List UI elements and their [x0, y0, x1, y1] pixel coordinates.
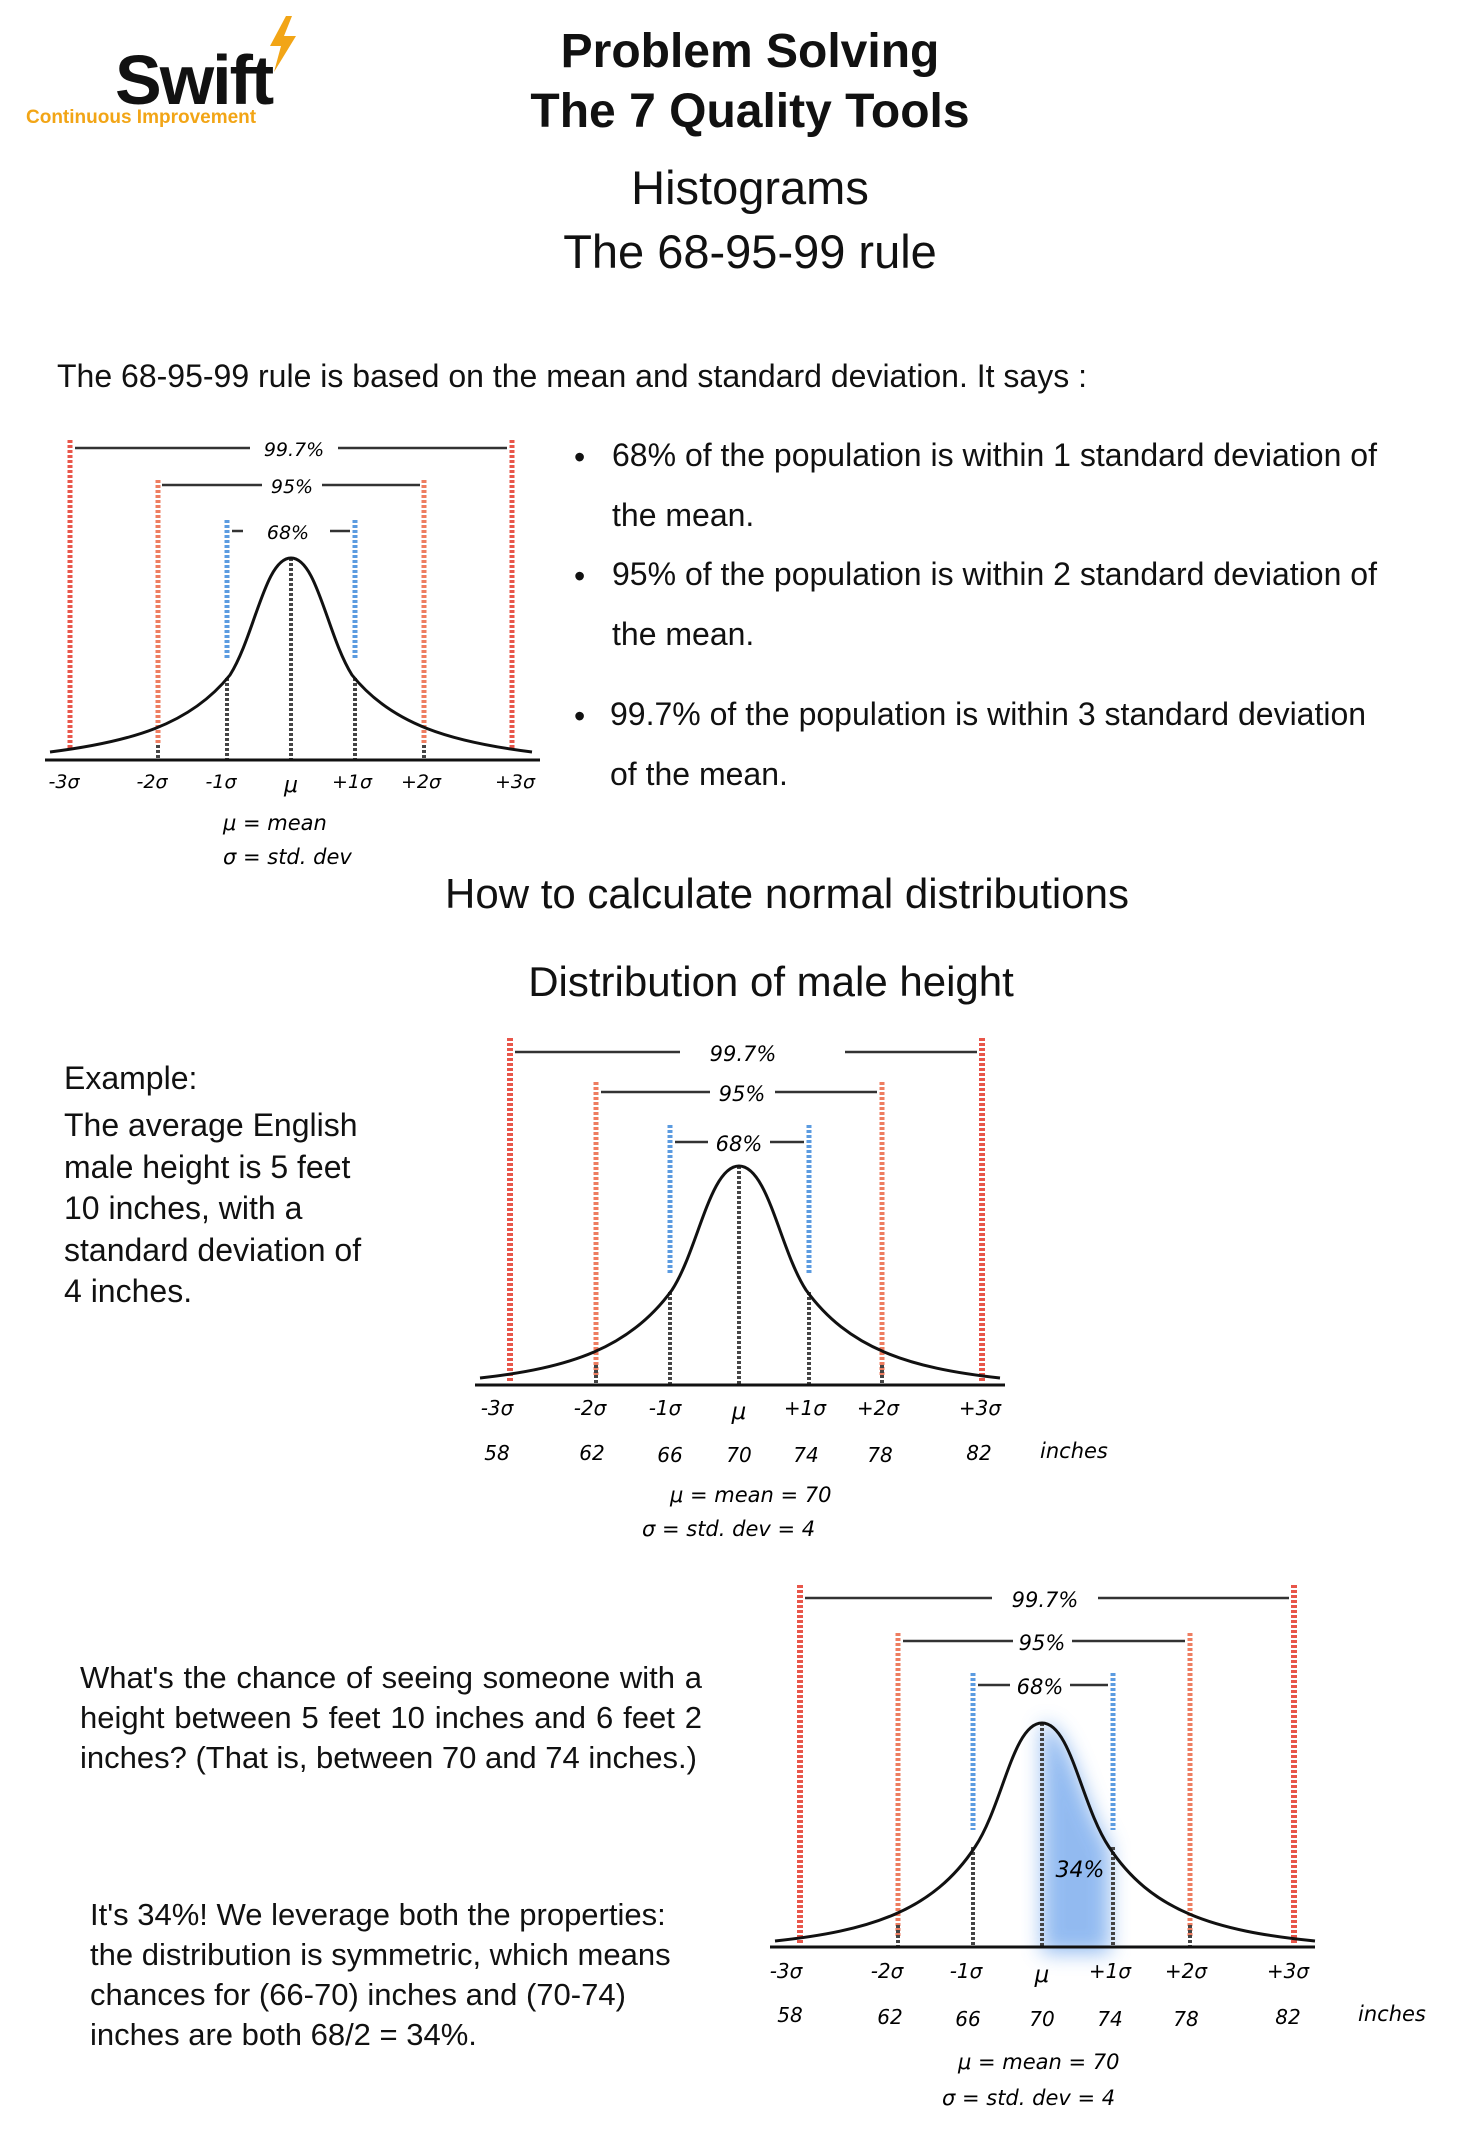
- pct-95-label: 95%: [1019, 1631, 1066, 1655]
- inch-label: 78: [1173, 2007, 1198, 2031]
- tick-label: +1σ: [332, 771, 373, 793]
- shaded-region-70-74: [1042, 1723, 1110, 1953]
- inch-label: 74: [793, 1443, 818, 1467]
- tick-label: +2σ: [1165, 1959, 1208, 1983]
- tick-label: -2σ: [871, 1959, 905, 1983]
- normal-curve: [479, 1164, 1001, 1380]
- normal-curve: [49, 556, 533, 754]
- shaded-percentage-label: 34%: [1056, 1858, 1105, 1883]
- tick-label: μ: [1034, 1962, 1050, 1988]
- tick-label: +2σ: [401, 771, 442, 793]
- tick-label: +3σ: [959, 1396, 1002, 1420]
- pct-997-label: 99.7%: [710, 1042, 777, 1066]
- section-title: How to calculate normal distributions: [445, 870, 1129, 917]
- pct-95-label: 95%: [719, 1082, 766, 1106]
- tick-label: -2σ: [137, 771, 169, 793]
- bell-curve-diagram-generic: 99.7% 95% 68% -3σ -2σ -1σ μ +1σ +2σ +3σ …: [45, 439, 540, 869]
- tick-label: +1σ: [1089, 1959, 1132, 1983]
- intro-text: The 68-95-99 rule is based on the mean a…: [57, 358, 1087, 394]
- legend-stddev: σ = std. dev = 4: [642, 1517, 815, 1541]
- inch-label: 70: [1029, 2007, 1054, 2031]
- inch-label: 70: [726, 1443, 751, 1467]
- legend-mean: μ = mean = 70: [669, 1483, 832, 1507]
- normal-curve: [774, 1721, 1316, 1943]
- pct-68-label: 68%: [267, 522, 309, 544]
- inch-label: 62: [877, 2005, 902, 2029]
- inch-label: 62: [579, 1441, 604, 1465]
- logo-wordmark: Swift: [115, 41, 274, 119]
- inch-label: 58: [484, 1441, 509, 1465]
- tick-label: +2σ: [857, 1396, 900, 1420]
- inch-label: 74: [1097, 2007, 1122, 2031]
- legend-mean: μ = mean: [222, 811, 327, 835]
- pct-68-label: 68%: [1017, 1675, 1064, 1699]
- tick-label: μ: [283, 773, 298, 798]
- inch-label: 58: [777, 2003, 802, 2027]
- page-title-line1: Problem Solving: [560, 25, 940, 78]
- inch-label: 82: [966, 1441, 991, 1465]
- inch-label: 78: [867, 1443, 892, 1467]
- tick-label: -1σ: [206, 771, 238, 793]
- tick-label: -3σ: [770, 1959, 804, 1983]
- answer-text: It's 34%! We leverage both the propertie…: [90, 1897, 671, 2052]
- inch-label: 82: [1275, 2005, 1300, 2029]
- tick-label: -2σ: [574, 1396, 608, 1420]
- example-text: The average English male height is 5 fee…: [64, 1107, 362, 1309]
- page-subtitle-line2: The 68-95-99 rule: [563, 225, 937, 278]
- tick-label: +3σ: [1267, 1959, 1310, 1983]
- logo-tagline: Continuous Improvement: [26, 107, 257, 128]
- tick-label: μ: [731, 1399, 747, 1425]
- bell-curve-diagram-height: 99.7% 95% 68% -3σ -2σ -1σ μ +1σ +2σ +3σ …: [475, 1038, 1108, 1541]
- page-subtitle-line1: Histograms: [631, 161, 869, 214]
- example-heading: Example:: [64, 1060, 198, 1096]
- pct-997-label: 99.7%: [1012, 1588, 1079, 1612]
- page-title-line2: The 7 Quality Tools: [530, 85, 970, 138]
- tick-label: -1σ: [649, 1396, 683, 1420]
- legend-mean: μ = mean = 70: [957, 2050, 1120, 2074]
- tick-label: -3σ: [481, 1396, 515, 1420]
- bell-curve-diagram-shaded: 99.7% 95% 68% 34% -3σ -2σ -1σ μ +1σ +2σ …: [770, 1585, 1426, 2110]
- tick-label: -3σ: [49, 771, 81, 793]
- legend-stddev: σ = std. dev = 4: [942, 2086, 1115, 2110]
- tick-label: +1σ: [784, 1396, 827, 1420]
- legend-stddev: σ = std. dev: [223, 845, 352, 869]
- question-text: What's the chance of seeing someone with…: [80, 1660, 702, 1775]
- inch-label: 66: [657, 1443, 682, 1467]
- pct-68-label: 68%: [716, 1132, 763, 1156]
- tick-label: +3σ: [495, 771, 536, 793]
- unit-label: inches: [1040, 1439, 1108, 1463]
- pct-997-label: 99.7%: [264, 439, 324, 461]
- inch-label: 66: [955, 2007, 980, 2031]
- tick-label: -1σ: [950, 1959, 984, 1983]
- section-subtitle: Distribution of male height: [528, 958, 1014, 1005]
- lightning-bolt-icon: [270, 16, 296, 72]
- unit-label: inches: [1358, 2002, 1426, 2026]
- pct-95-label: 95%: [271, 476, 313, 498]
